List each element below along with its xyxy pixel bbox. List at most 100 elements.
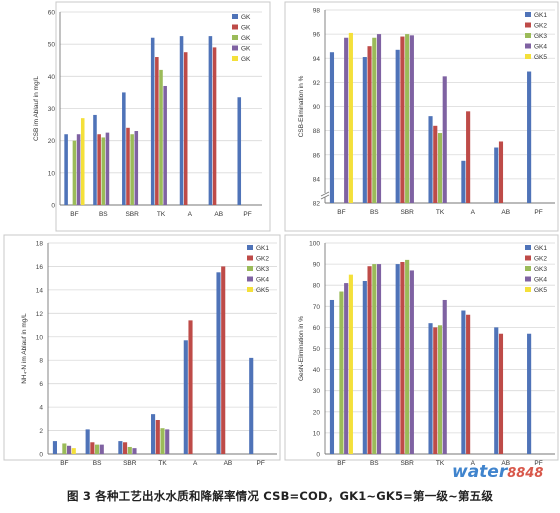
bar — [461, 160, 466, 203]
bar — [155, 57, 159, 206]
bar — [118, 441, 123, 454]
x-tick-label: SBR — [400, 209, 414, 216]
bar — [122, 92, 126, 205]
y-tick-label: 84 — [313, 176, 321, 183]
bar — [62, 443, 67, 454]
y-tick-label: 20 — [313, 409, 321, 416]
legend-entry: GK — [241, 35, 251, 42]
bar — [442, 299, 447, 454]
bar — [101, 137, 106, 205]
x-tick-label: BS — [99, 211, 108, 218]
legend-swatch — [232, 56, 238, 61]
y-tick-label: 50 — [313, 346, 321, 353]
legend-swatch — [525, 22, 531, 28]
legend-entry: GK — [241, 46, 251, 53]
x-tick-label: AB — [214, 211, 223, 218]
bar — [437, 133, 443, 203]
y-tick-label: 88 — [313, 128, 321, 135]
bar — [90, 442, 95, 454]
legend-entry: GK — [241, 56, 251, 63]
bar — [159, 69, 163, 206]
bar — [344, 283, 349, 454]
bar — [134, 131, 139, 205]
y-tick-label: 6 — [39, 381, 43, 388]
figure-caption: 图 3 各种工艺出水水质和降解率情况 CSB=COD，GK1~GK5=第一级~第… — [66, 489, 494, 503]
y-tick-label: 92 — [313, 80, 321, 87]
x-tick-label: AB — [501, 209, 510, 216]
y-tick-label: 80 — [313, 283, 321, 290]
bar — [437, 325, 443, 454]
x-tick-label: SBR — [400, 460, 414, 467]
y-tick-label: 14 — [36, 287, 44, 294]
bar — [409, 270, 414, 454]
y-tick-label: 70 — [313, 304, 321, 311]
bar — [498, 141, 504, 203]
legend-entry: GK1 — [534, 245, 547, 252]
bar — [76, 134, 81, 205]
ammonia-effluent-chart: 0 2 4 6 8 10 12 14 16 18 NH₄-N im Ablauf in mg/L BF… — [3, 234, 281, 467]
x-tick-label: BF — [337, 460, 345, 467]
y-tick-label: 82 — [313, 201, 321, 208]
bar — [527, 71, 532, 203]
legend-swatch — [247, 276, 253, 282]
bar — [466, 314, 471, 454]
bar — [183, 340, 188, 454]
legend-swatch — [525, 276, 531, 282]
y-tick-label: 60 — [48, 10, 56, 17]
y-tick-label: 96 — [313, 32, 321, 39]
bar — [344, 37, 349, 204]
bar — [433, 125, 438, 203]
y-tick-label: 0 — [51, 203, 55, 210]
bar — [249, 357, 254, 454]
x-tick-label: BF — [70, 211, 78, 218]
x-tick-label: PF — [534, 460, 542, 467]
legend-entry: GK2 — [534, 23, 547, 30]
legend-entry: GK2 — [256, 256, 269, 263]
x-tick-label: SBR — [125, 211, 139, 218]
x-tick-label: AB — [501, 460, 510, 467]
y-tick-label: 10 — [48, 170, 56, 177]
bar — [433, 327, 438, 454]
bar — [221, 266, 226, 454]
y-tick-label: 94 — [313, 56, 321, 63]
y-tick-label: 86 — [313, 152, 321, 159]
x-tick-label: BS — [370, 460, 379, 467]
bar — [165, 429, 170, 454]
legend-entry: GK4 — [534, 277, 547, 284]
bar — [461, 310, 466, 454]
legend-entry: GK5 — [256, 287, 269, 294]
bar — [395, 264, 400, 454]
nitrogen-elimination-chart: 0 10 20 30 40 50 60 70 80 90 100 GesN-Elimination i… — [284, 234, 559, 467]
cod-elimination-chart: 82 84 86 88 90 92 94 96 98 CSB-Elimination in % BF… — [284, 1, 559, 232]
bar — [405, 259, 410, 454]
legend-entry: GK3 — [256, 266, 269, 273]
bar — [494, 327, 499, 454]
bar — [130, 134, 134, 205]
bar — [163, 85, 167, 205]
legend-entry: GK — [241, 25, 251, 32]
bar — [442, 76, 447, 203]
legend-entry: GK3 — [534, 33, 547, 40]
legend-entry: GK1 — [256, 245, 269, 252]
legend-entry: GK2 — [534, 256, 547, 263]
bar — [237, 97, 242, 205]
y-tick-label: 18 — [36, 241, 44, 248]
bar — [179, 36, 184, 205]
legend-swatch — [525, 266, 531, 271]
y-tick-label: 90 — [313, 262, 321, 269]
bar — [372, 37, 377, 204]
bar — [498, 333, 504, 454]
x-tick-label: BF — [337, 209, 345, 216]
panel-frame — [55, 1, 271, 232]
y-tick-label: 60 — [313, 325, 321, 332]
watermark-logo: water8848 — [452, 462, 558, 488]
y-tick-label: 16 — [36, 264, 44, 271]
bar — [367, 46, 372, 203]
x-tick-label: BF — [60, 460, 68, 467]
legend-swatch — [232, 35, 238, 40]
bar — [348, 274, 353, 454]
x-tick-label: TK — [158, 460, 167, 467]
bar — [105, 132, 110, 205]
legend-swatch — [525, 43, 531, 49]
